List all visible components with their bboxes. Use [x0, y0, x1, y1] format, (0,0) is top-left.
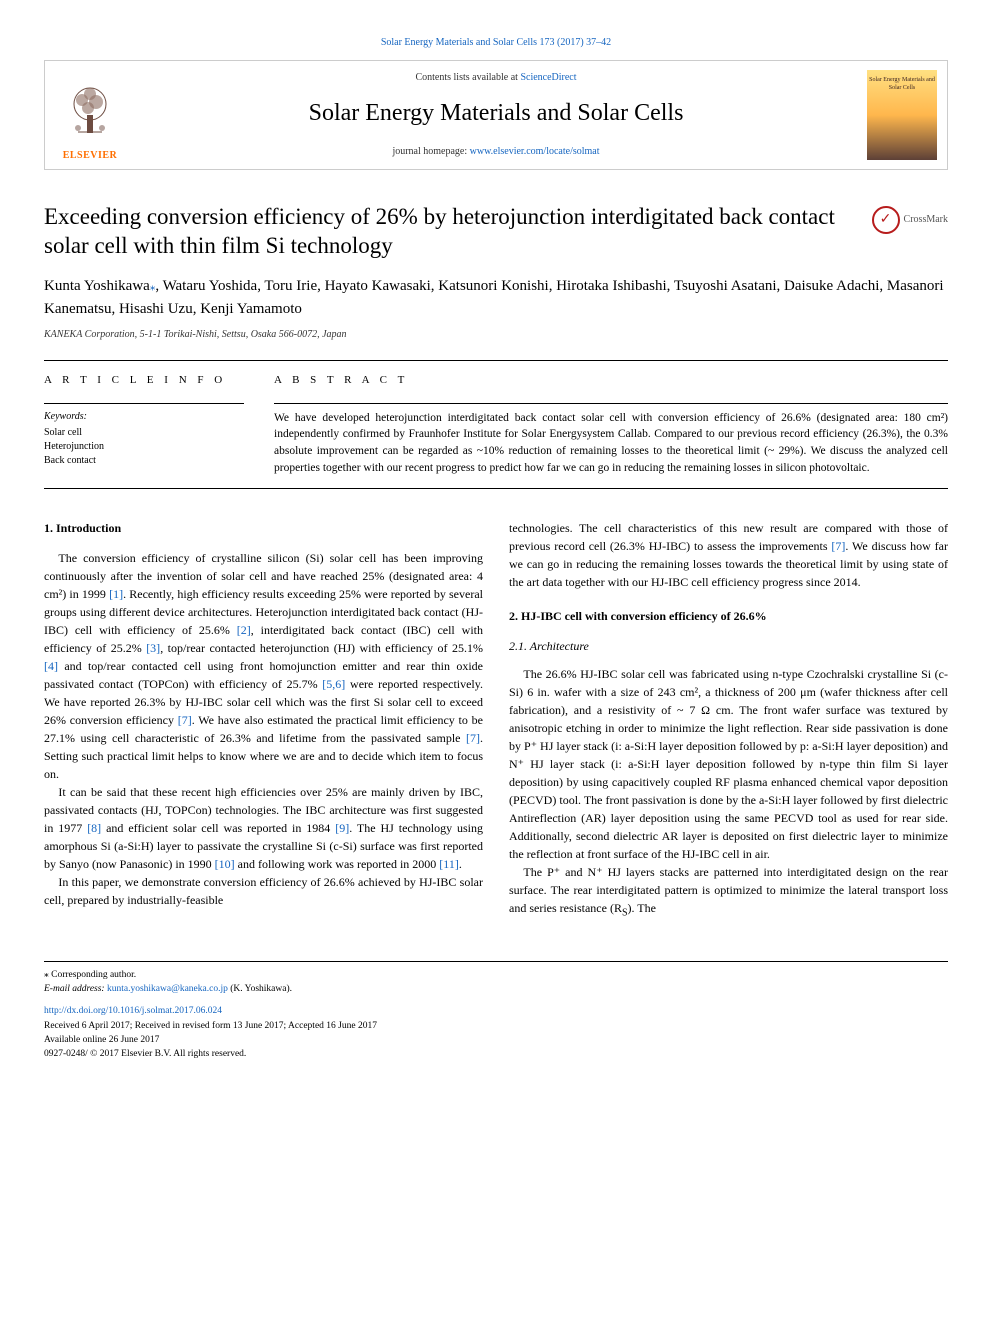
journal-header-center: Contents lists available at ScienceDirec… — [135, 61, 857, 169]
abstract-block: A B S T R A C T We have developed hetero… — [274, 373, 948, 476]
body-two-columns: 1. Introduction The conversion efficienc… — [44, 519, 948, 920]
crossmark-label: CrossMark — [904, 213, 948, 227]
intro-paragraph-1: The conversion efficiency of crystalline… — [44, 549, 483, 783]
keyword-item: Solar cell — [44, 426, 244, 440]
author-list: Kunta Yoshikawa⁎, Wataru Yoshida, Toru I… — [44, 275, 948, 320]
journal-title: Solar Energy Materials and Solar Cells — [143, 97, 849, 131]
contents-prefix: Contents lists available at — [415, 72, 520, 83]
keyword-item: Back contact — [44, 454, 244, 468]
abstract-label: A B S T R A C T — [274, 373, 948, 388]
divider-bottom — [44, 488, 948, 489]
section-2-heading: 2. HJ-IBC cell with conversion efficienc… — [509, 607, 948, 625]
article-header: Exceeding conversion efficiency of 26% b… — [44, 202, 948, 262]
right-column: technologies. The cell characteristics o… — [509, 519, 948, 920]
s21-paragraph-2: The P⁺ and N⁺ HJ layers stacks are patte… — [509, 863, 948, 920]
homepage-prefix: journal homepage: — [392, 146, 469, 157]
top-citation[interactable]: Solar Energy Materials and Solar Cells 1… — [44, 36, 948, 50]
article-info-block: A R T I C L E I N F O Keywords: Solar ce… — [44, 373, 244, 476]
contents-available-line: Contents lists available at ScienceDirec… — [143, 71, 849, 85]
col2-paragraph-1: technologies. The cell characteristics o… — [509, 519, 948, 591]
footer-block: ⁎ Corresponding author. E-mail address: … — [44, 961, 948, 1062]
intro-paragraph-2: It can be said that these recent high ef… — [44, 783, 483, 873]
crossmark-icon: ✓ — [872, 206, 900, 234]
left-column: 1. Introduction The conversion efficienc… — [44, 519, 483, 920]
available-online-date: Available online 26 June 2017 — [44, 1033, 948, 1047]
journal-cover-block: Solar Energy Materials and Solar Cells — [857, 61, 947, 169]
affiliation: KANEKA Corporation, 5-1-1 Torikai-Nishi,… — [44, 328, 948, 342]
journal-header-block: ELSEVIER Contents lists available at Sci… — [44, 60, 948, 170]
s21-paragraph-1: The 26.6% HJ-IBC solar cell was fabricat… — [509, 665, 948, 863]
received-dates: Received 6 April 2017; Received in revis… — [44, 1019, 948, 1033]
keywords-label: Keywords: — [44, 403, 244, 424]
journal-homepage-link[interactable]: www.elsevier.com/locate/solmat — [470, 146, 600, 157]
doi-link[interactable]: http://dx.doi.org/10.1016/j.solmat.2017.… — [44, 1004, 948, 1018]
crossmark-badge[interactable]: ✓ CrossMark — [872, 206, 948, 234]
article-info-label: A R T I C L E I N F O — [44, 373, 244, 388]
publisher-logo-block: ELSEVIER — [45, 61, 135, 169]
author-email-link[interactable]: kunta.yoshikawa@kaneka.co.jp — [107, 984, 228, 994]
keyword-item: Heterojunction — [44, 440, 244, 454]
divider-top — [44, 360, 948, 361]
cover-text: Solar Energy Materials and Solar Cells — [869, 76, 935, 93]
abstract-text: We have developed heterojunction interdi… — [274, 403, 948, 477]
journal-homepage-line: journal homepage: www.elsevier.com/locat… — [143, 145, 849, 159]
sciencedirect-link[interactable]: ScienceDirect — [520, 72, 576, 83]
intro-paragraph-3: In this paper, we demonstrate conversion… — [44, 873, 483, 909]
info-abstract-row: A R T I C L E I N F O Keywords: Solar ce… — [44, 373, 948, 476]
email-line: E-mail address: kunta.yoshikawa@kaneka.c… — [44, 982, 948, 996]
email-suffix: (K. Yoshikawa). — [228, 984, 292, 994]
section-1-heading: 1. Introduction — [44, 519, 483, 537]
email-prefix: E-mail address: — [44, 984, 107, 994]
corresponding-author-note: ⁎ Corresponding author. — [44, 968, 948, 982]
journal-cover-thumbnail: Solar Energy Materials and Solar Cells — [867, 70, 937, 160]
article-title: Exceeding conversion efficiency of 26% b… — [44, 202, 948, 262]
publisher-name: ELSEVIER — [63, 149, 118, 163]
section-2-1-heading: 2.1. Architecture — [509, 637, 948, 655]
copyright-line: 0927-0248/ © 2017 Elsevier B.V. All righ… — [44, 1047, 948, 1061]
elsevier-tree-icon — [55, 75, 125, 145]
